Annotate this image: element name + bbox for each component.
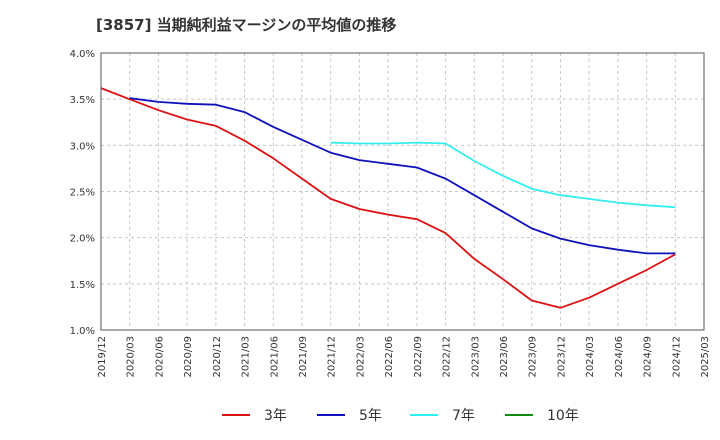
x-tick-label: 2020/09 xyxy=(183,336,194,378)
legend: 3年 5年 7年 10年 xyxy=(222,408,579,424)
y-tick-label: 2.0% xyxy=(70,234,95,245)
x-tick-label: 2023/03 xyxy=(470,336,481,378)
x-tick-label: 2023/06 xyxy=(499,336,510,378)
x-tick-label: 2021/12 xyxy=(327,336,338,378)
series-line xyxy=(330,141,676,209)
x-tick-label: 2020/12 xyxy=(212,336,223,378)
series-line xyxy=(129,97,676,255)
x-tick-label: 2022/09 xyxy=(413,336,424,378)
x-tick-label: 2022/03 xyxy=(355,336,366,378)
x-tick-label: 2023/09 xyxy=(528,336,539,378)
x-tick-label: 2021/03 xyxy=(241,336,252,378)
x-tick-label: 2021/06 xyxy=(269,336,280,378)
series-line xyxy=(100,87,676,309)
legend-label: 10年 xyxy=(547,408,579,424)
plot-frame xyxy=(100,52,705,331)
x-tick-label: 2024/09 xyxy=(643,336,654,378)
x-tick-label: 2024/06 xyxy=(614,336,625,378)
series-layer xyxy=(100,87,676,309)
x-tick-label: 2025/03 xyxy=(700,336,711,378)
axis-layer: 2019/12 2020/03 2020/06 2020/09 2020/12 2021/… xyxy=(70,49,711,378)
y-tick-label: 2.5% xyxy=(70,188,95,199)
chart-title: [3857] 当期純利益マージンの平均値の推移 xyxy=(96,16,397,34)
x-tick-label: 2019/12 xyxy=(97,336,108,378)
grid-layer xyxy=(100,52,705,331)
legend-label: 5年 xyxy=(359,408,382,424)
x-tick-label: 2023/12 xyxy=(556,336,567,378)
y-tick-label: 1.0% xyxy=(70,326,95,337)
x-tick-label: 2020/06 xyxy=(154,336,165,378)
x-tick-label: 2022/12 xyxy=(442,336,453,378)
y-tick-label: 4.0% xyxy=(70,49,95,60)
x-tick-label: 2021/09 xyxy=(298,336,309,378)
legend-label: 7年 xyxy=(452,408,475,424)
x-tick-label: 2022/06 xyxy=(384,336,395,378)
y-tick-label: 3.0% xyxy=(70,141,95,152)
y-tick-label: 3.5% xyxy=(70,95,95,106)
legend-label: 3年 xyxy=(264,408,287,424)
y-tick-label: 1.5% xyxy=(70,280,95,291)
x-tick-label: 2020/03 xyxy=(126,336,137,378)
x-tick-label: 2024/03 xyxy=(585,336,596,378)
x-tick-label: 2024/12 xyxy=(671,336,682,378)
